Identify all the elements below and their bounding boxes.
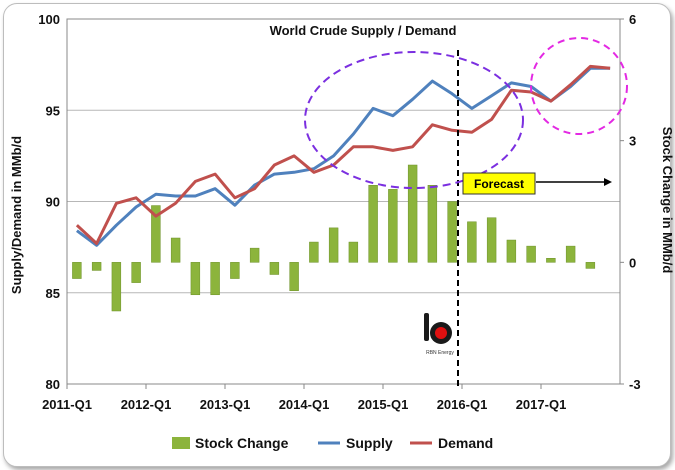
plot-border: [66, 18, 621, 385]
bar-stock-change: [368, 185, 378, 263]
highlight-ellipse-growth: [304, 51, 524, 189]
forecast-label-box: [462, 172, 536, 195]
bar-stock-change: [407, 164, 418, 263]
left-axis-ticks: 80 85 90 95 100: [38, 12, 60, 392]
right-axis-ticks: -3 0 3 6: [620, 12, 641, 392]
bar-stock-change: [269, 262, 280, 275]
rbn-logo: RBN Energy: [424, 313, 454, 356]
legend-item-demand: Demand: [410, 435, 493, 451]
bar-stock-change: [289, 262, 299, 291]
bar-stock-change: [546, 258, 556, 263]
left-tick-label: 85: [46, 286, 60, 301]
bar-stock-change: [111, 262, 122, 312]
x-tick-label: 2013-Q1: [200, 397, 251, 412]
forecast-label: Forecast: [474, 177, 524, 191]
legend-label-demand: Demand: [438, 435, 493, 451]
gridlines: [67, 18, 620, 385]
left-tick-label: 95: [46, 103, 60, 118]
legend: Stock Change Supply Demand: [172, 435, 493, 451]
x-tick-label: 2014-Q1: [279, 397, 330, 412]
series-lines: [75, 64, 611, 247]
chart-title: World Crude Supply / Demand: [270, 23, 457, 38]
logo-caption: RBN Energy: [426, 350, 454, 356]
left-tick-label: 100: [38, 12, 60, 27]
bar-stock-change: [328, 227, 339, 263]
highlight-circle-forecast: [530, 37, 628, 135]
line-demand: [75, 64, 611, 245]
right-axis-title: Stock Change in MMb/d: [660, 127, 675, 274]
bar-stock-change: [170, 237, 181, 263]
bar-stock-change: [388, 189, 398, 263]
bar-stock-change: [151, 205, 161, 263]
left-tick-label: 80: [46, 377, 60, 392]
bar-stock-change: [486, 217, 497, 263]
bar-stock-change: [309, 241, 319, 263]
forecast-arrow-head: [604, 178, 612, 186]
bar-stock-change: [506, 239, 517, 263]
bar-stock-change: [585, 262, 596, 269]
bar-stock-change: [72, 262, 82, 279]
legend-label-supply: Supply: [346, 435, 393, 451]
left-axis-title: Supply/Demand in MMb/d: [9, 136, 24, 294]
stock-change-bars: [72, 164, 596, 312]
bar-stock-change: [565, 245, 576, 263]
plot-area-border: [66, 18, 621, 385]
bar-stock-change: [447, 201, 457, 263]
bar-stock-change: [91, 262, 102, 271]
right-tick-label: -3: [629, 377, 641, 392]
legend-swatch-stock-change: [172, 437, 190, 449]
right-tick-label: 3: [629, 134, 636, 149]
legend-item-stock-change: Stock Change: [172, 435, 289, 451]
x-tick-label: 2011-Q1: [42, 397, 92, 412]
x-axis-ticks: 2011-Q1 2012-Q1 2013-Q1 2014-Q1 2015-Q1 2016-…: [42, 384, 566, 412]
legend-item-supply: Supply: [318, 435, 393, 451]
bar-stock-change: [467, 221, 477, 263]
left-tick-label: 90: [46, 195, 60, 210]
bar-stock-change: [131, 262, 141, 283]
right-tick-label: 0: [629, 255, 636, 270]
x-tick-label: 2012-Q1: [121, 397, 172, 412]
bar-stock-change: [427, 185, 438, 263]
legend-label-stock-change: Stock Change: [195, 435, 289, 451]
logo-red-dot: [435, 327, 447, 339]
bar-stock-change: [190, 262, 201, 296]
line-supply: [76, 66, 611, 247]
bar-stock-change: [230, 262, 240, 279]
x-tick-label: 2016-Q1: [437, 397, 488, 412]
logo-stem: [424, 313, 429, 341]
x-tick-label: 2015-Q1: [358, 397, 409, 412]
bar-stock-change: [348, 241, 359, 263]
right-tick-label: 6: [629, 12, 636, 27]
bar-stock-change: [210, 262, 220, 296]
bar-stock-change: [526, 245, 536, 263]
x-tick-label: 2017-Q1: [516, 397, 567, 412]
bar-stock-change: [249, 247, 260, 263]
